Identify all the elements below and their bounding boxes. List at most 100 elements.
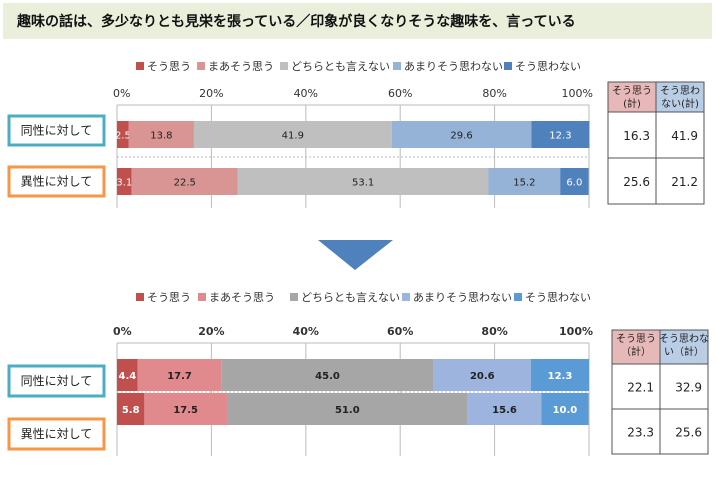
row-label-box	[7, 364, 106, 398]
row-label-box	[7, 417, 106, 451]
bar-segment	[560, 168, 589, 195]
table-value: 23.3	[627, 426, 654, 440]
bar-segment	[117, 393, 145, 425]
bar-segment	[530, 359, 589, 391]
x-tick-label: 100%	[559, 325, 593, 338]
legend-swatch	[504, 62, 512, 70]
down-arrow-icon	[318, 240, 393, 270]
legend-label: そう思う	[147, 60, 191, 73]
table-cell	[655, 157, 705, 205]
table-header-text: （計）	[621, 345, 651, 358]
legend-label: まあそう思う	[209, 291, 275, 304]
table-value: 21.2	[671, 175, 698, 189]
data-label: 53.1	[352, 178, 374, 189]
bar-segment	[117, 121, 129, 148]
page-title: 趣味の話は、多少なりとも見栄を張っている／印象が良くなりそうな趣味を、言っている	[17, 14, 576, 30]
table-value: 41.9	[671, 129, 698, 143]
x-tick-label: 40%	[294, 87, 318, 100]
data-label: 29.6	[450, 131, 472, 142]
x-tick-label: 40%	[293, 325, 319, 338]
data-label: 51.0	[335, 405, 360, 416]
data-label: 5.8	[122, 405, 140, 416]
bar-segment	[488, 168, 561, 195]
bar-segment	[467, 393, 542, 425]
bar-segment	[221, 359, 434, 391]
table-cell	[611, 408, 661, 455]
title-bar: 趣味の話は、多少なりとも見栄を張っている／印象が良くなりそうな趣味を、言っている	[3, 3, 712, 39]
table-header-cell	[655, 81, 705, 113]
table-header-cell	[611, 329, 661, 365]
legend-label: あまりそう思わない	[404, 60, 503, 73]
legend-swatch	[197, 62, 205, 70]
bar-segment	[117, 168, 132, 195]
legend-swatch	[290, 293, 298, 301]
legend-swatch	[402, 293, 410, 301]
x-tick-label: 80%	[482, 87, 506, 100]
data-label: 2.5	[115, 131, 131, 142]
bar-segment	[531, 121, 590, 148]
row-label: 異性に対して	[21, 175, 93, 189]
data-label: 41.9	[282, 131, 304, 142]
table-cell	[607, 157, 657, 205]
data-label: 10.0	[553, 405, 578, 416]
x-tick-label: 20%	[198, 325, 224, 338]
table-value: 25.6	[623, 175, 650, 189]
legend-label: どちらとも言えない	[291, 60, 390, 73]
bar-segment	[131, 168, 238, 195]
table-header-text: そう思う	[616, 333, 656, 345]
data-label: 3.1	[116, 178, 132, 189]
data-label: 45.0	[315, 371, 340, 382]
data-label: 4.4	[119, 371, 137, 382]
legend-label: そう思う	[147, 291, 191, 304]
bar-segment	[226, 393, 468, 425]
table-cell	[659, 408, 709, 455]
table-cell	[611, 363, 661, 410]
data-label: 13.8	[150, 131, 172, 142]
data-label: 17.5	[173, 405, 198, 416]
table-value: 16.3	[623, 129, 650, 143]
bar-segment	[193, 121, 392, 148]
legend-swatch	[136, 293, 144, 301]
x-tick-label: 60%	[387, 325, 413, 338]
x-tick-label: 0%	[113, 325, 132, 338]
data-label: 20.6	[470, 371, 495, 382]
legend-label: そう思わない	[515, 60, 581, 73]
legend-label: どちらとも言えない	[301, 291, 400, 304]
row-label: 異性に対して	[21, 427, 93, 441]
x-tick-label: 20%	[199, 87, 223, 100]
x-tick-label: 0%	[113, 87, 130, 100]
legend-label: まあそう思う	[208, 60, 274, 73]
table-value: 22.1	[627, 381, 654, 395]
row-label-box	[7, 165, 106, 198]
table-value: 25.6	[675, 426, 702, 440]
legend-label: あまりそう思わない	[413, 291, 512, 304]
data-label: 6.0	[566, 178, 582, 189]
data-label: 22.5	[174, 178, 196, 189]
table-value: 32.9	[675, 381, 702, 395]
bar-segment	[137, 359, 222, 391]
data-label: 12.3	[549, 131, 571, 142]
table-header-text: そう思わな	[659, 333, 709, 345]
x-tick-label: 100%	[562, 87, 593, 100]
bar-segment	[144, 393, 227, 425]
legend-swatch	[136, 62, 144, 70]
bar-segment	[117, 359, 138, 391]
legend-swatch	[393, 62, 401, 70]
table-cell	[659, 363, 709, 410]
table-header-text: ない(計)	[661, 97, 699, 110]
table-header-text: (計)	[623, 97, 641, 110]
table-header-text: そう思う	[612, 85, 652, 97]
row-label: 同性に対して	[21, 124, 93, 138]
table-header-text: い（計）	[664, 345, 704, 358]
x-tick-label: 80%	[481, 325, 507, 338]
x-tick-label: 60%	[388, 87, 412, 100]
row-label-box	[7, 114, 106, 147]
bar-segment	[391, 121, 532, 148]
data-label: 15.6	[492, 405, 517, 416]
data-label: 17.7	[167, 371, 192, 382]
legend-swatch	[198, 293, 206, 301]
bar-segment	[541, 393, 589, 425]
legend-label: そう思わない	[525, 291, 591, 304]
bar-segment	[433, 359, 531, 391]
